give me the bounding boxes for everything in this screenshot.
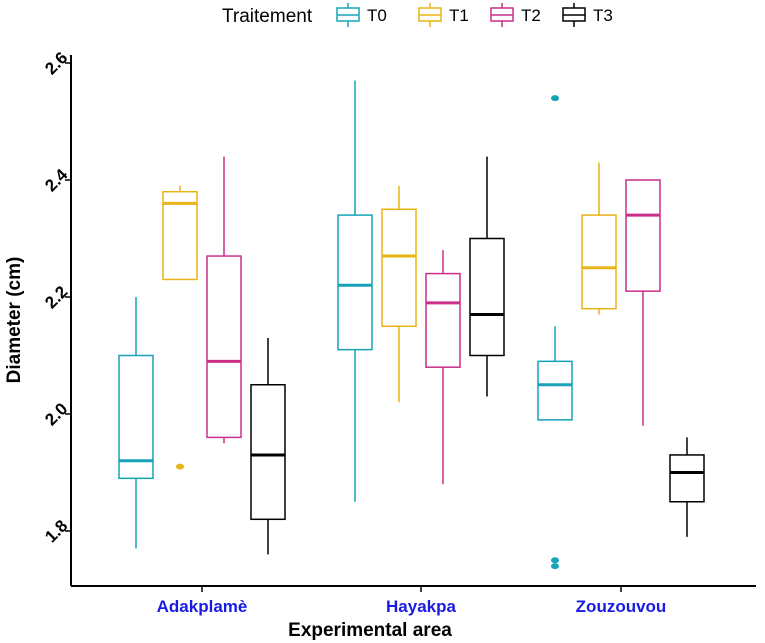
x-axis-title: Experimental area bbox=[288, 620, 452, 641]
box-T2-1 bbox=[425, 250, 461, 485]
legend-entry-T2: T2 bbox=[490, 3, 541, 27]
x-axis: Adakplamè Hayakpa Zouzouvou bbox=[71, 585, 756, 616]
outlier-point bbox=[551, 563, 559, 570]
box-T0-2 bbox=[537, 95, 573, 570]
box-iqr bbox=[625, 179, 661, 292]
box-T3-0 bbox=[250, 337, 286, 555]
box-iqr bbox=[162, 190, 198, 281]
box-T2-0 bbox=[206, 156, 242, 444]
box-iqr bbox=[669, 454, 705, 503]
series-T0 bbox=[118, 80, 573, 570]
box-T2-2 bbox=[625, 179, 661, 426]
legend: Traitement T0 T1 T2 T3 bbox=[222, 3, 613, 27]
series-T1 bbox=[162, 162, 617, 470]
series-T3 bbox=[250, 156, 705, 555]
box-iqr bbox=[337, 214, 373, 351]
box-T3-1 bbox=[469, 156, 505, 397]
y-axis: 1.8 2.0 2.2 2.4 2.6 bbox=[41, 48, 72, 586]
box-iqr bbox=[381, 208, 417, 327]
legend-entry-T0: T0 bbox=[336, 3, 387, 27]
box-T1-1 bbox=[381, 185, 417, 403]
y-axis-title: Diameter (cm) bbox=[4, 257, 25, 384]
legend-label: T0 bbox=[367, 6, 387, 25]
box-iqr bbox=[118, 354, 154, 480]
series-T2 bbox=[206, 156, 661, 485]
legend-entry-T1: T1 bbox=[418, 3, 469, 27]
box-T0-1 bbox=[337, 80, 373, 502]
box-iqr bbox=[581, 214, 617, 310]
box-T3-2 bbox=[669, 437, 705, 537]
legend-label: T1 bbox=[449, 6, 469, 25]
legend-label: T3 bbox=[593, 6, 613, 25]
box-T0-0 bbox=[118, 297, 154, 549]
outlier-point bbox=[176, 463, 184, 470]
legend-entry-T3: T3 bbox=[562, 3, 613, 27]
outlier-point bbox=[551, 95, 559, 102]
x-category-label: Adakplamè bbox=[157, 597, 248, 616]
legend-title: Traitement bbox=[222, 6, 313, 27]
y-tick-label: 2.4 bbox=[41, 165, 72, 196]
y-tick-label: 2.0 bbox=[41, 399, 71, 429]
outlier-point bbox=[551, 557, 559, 564]
legend-label: T2 bbox=[521, 6, 541, 25]
box-iqr bbox=[425, 272, 461, 368]
plot-area bbox=[118, 80, 705, 570]
y-tick-label: 2.6 bbox=[41, 48, 71, 78]
y-tick-label: 2.2 bbox=[41, 282, 71, 312]
box-iqr bbox=[469, 237, 505, 357]
box-T1-0 bbox=[162, 185, 198, 470]
box-T1-2 bbox=[581, 162, 617, 315]
x-category-label: Hayakpa bbox=[386, 597, 456, 616]
box-iqr bbox=[250, 384, 286, 521]
box-iqr bbox=[537, 360, 573, 421]
x-category-label: Zouzouvou bbox=[576, 597, 667, 616]
box-iqr bbox=[206, 255, 242, 439]
y-tick-label: 1.8 bbox=[41, 516, 71, 546]
